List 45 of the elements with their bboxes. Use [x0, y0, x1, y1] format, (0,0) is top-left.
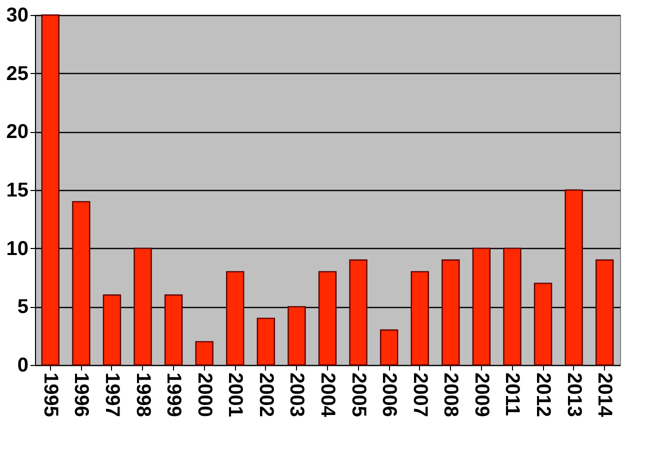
y-tick-label: 10 — [6, 238, 28, 260]
bar — [380, 329, 398, 366]
bar — [318, 271, 337, 366]
bar — [503, 248, 522, 366]
bar — [226, 271, 244, 366]
y-tick-label: 15 — [6, 180, 28, 202]
bar — [134, 248, 152, 366]
x-tick-label: 2003 — [286, 372, 308, 417]
bar — [195, 341, 214, 366]
bar — [534, 282, 552, 366]
bar — [564, 189, 583, 366]
bar — [102, 294, 122, 366]
bar — [472, 248, 491, 366]
x-tick-label: 2009 — [470, 372, 492, 417]
x-tick-label: 1997 — [100, 372, 123, 417]
y-tick-label: 30 — [6, 4, 28, 26]
x-tick-label: 1995 — [39, 372, 62, 417]
x-tick-label: 2007 — [408, 372, 431, 417]
x-tick-label: 2004 — [316, 372, 338, 418]
x-tick-label: 2006 — [378, 372, 400, 417]
bar — [72, 201, 90, 366]
y-tick-label: 5 — [17, 296, 28, 318]
bar — [256, 318, 276, 366]
x-tick-label: 2014 — [594, 372, 616, 418]
x-tick-label: 1998 — [132, 372, 154, 417]
bar — [442, 259, 460, 366]
bar — [288, 306, 306, 366]
bar — [349, 259, 368, 366]
bar — [41, 14, 60, 366]
x-tick-label: 2008 — [440, 372, 462, 417]
x-tick-label: 1996 — [70, 372, 92, 417]
x-tick-label: 2012 — [532, 372, 554, 417]
bar — [164, 294, 183, 366]
x-tick-label: 2001 — [224, 372, 246, 417]
y-tick-label: 20 — [6, 121, 28, 144]
bar — [596, 259, 614, 366]
x-tick-label: 1999 — [162, 372, 185, 417]
x-tick-label: 2011 — [501, 372, 524, 416]
bar — [410, 271, 429, 366]
y-tick-label: 25 — [6, 62, 28, 85]
x-tick-label: 2005 — [347, 372, 370, 417]
y-tick-label: 0 — [17, 354, 28, 376]
x-tick-label: 2000 — [193, 372, 216, 417]
x-tick-label: 2002 — [254, 372, 277, 417]
x-tick-label: 2013 — [562, 372, 585, 417]
